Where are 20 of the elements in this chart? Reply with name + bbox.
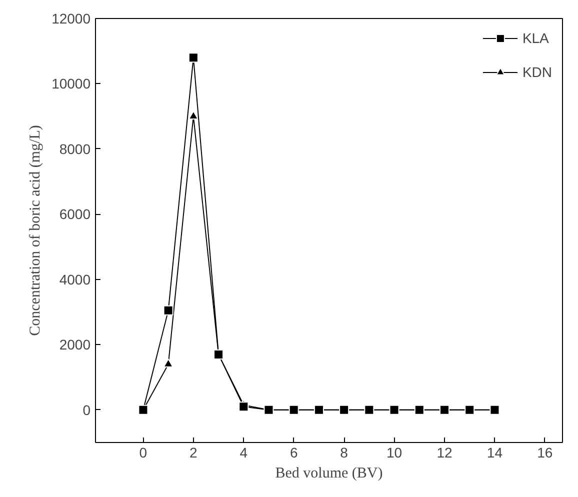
y-tick-label: 0 [82, 402, 91, 418]
x-tick-label: 12 [436, 444, 452, 460]
y-tick-label: 8000 [59, 140, 91, 157]
x-tick-label: 10 [386, 444, 402, 460]
y-tick-label: 2000 [59, 336, 91, 353]
y-axis-title: Concentration of boric acid (mg/L) [28, 125, 44, 336]
x-tick-label: 16 [537, 444, 553, 460]
y-tick-label: 4000 [59, 271, 91, 288]
x-tick-label: 6 [290, 444, 298, 460]
y-tick-label: 10000 [52, 76, 91, 92]
x-tick-label: 0 [139, 444, 148, 460]
x-tick-label: 14 [486, 444, 503, 460]
y-tick-label: 12000 [52, 10, 91, 26]
x-axis-title: Bed volume (BV) [275, 466, 383, 482]
legend-label: KLA [522, 30, 549, 46]
x-tick-label: 8 [340, 444, 348, 460]
legend-label: KDN [522, 64, 552, 80]
y-tick-label: 6000 [59, 206, 91, 222]
x-tick-label: 4 [240, 444, 248, 460]
x-tick-label: 2 [190, 444, 198, 460]
